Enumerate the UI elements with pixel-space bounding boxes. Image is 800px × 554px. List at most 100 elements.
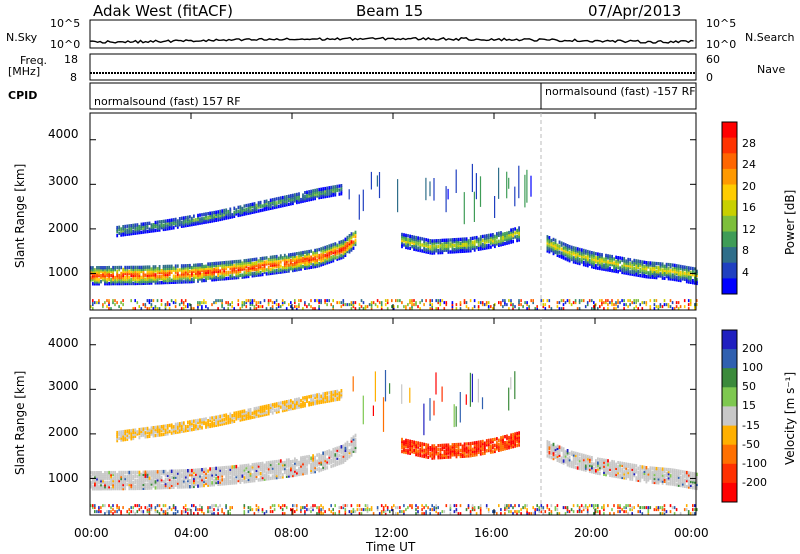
heatmap-cell (518, 238, 520, 242)
heatmap-cell (247, 475, 250, 479)
heatmap-cell (184, 305, 187, 309)
nsky-line (89, 36, 694, 44)
heatmap-cell (237, 271, 240, 276)
heatmap-cell (314, 260, 316, 265)
heatmap-cell (318, 189, 321, 194)
heatmap-cell (195, 427, 197, 431)
heatmap-cell (203, 264, 205, 269)
heatmap-cell (114, 486, 116, 491)
heatmap-cell (245, 264, 248, 269)
heatmap-cell (576, 259, 579, 263)
heatmap-cell (94, 268, 96, 272)
heatmap-cell (332, 189, 335, 193)
heatmap-cell (336, 393, 339, 398)
heatmap-cell (273, 265, 276, 269)
heatmap-cell (134, 273, 137, 278)
heatmap-cell (267, 299, 270, 303)
heatmap-cell (281, 467, 284, 471)
heatmap-cell (281, 406, 284, 411)
heatmap-cell (285, 307, 288, 311)
heatmap-cell (92, 270, 94, 274)
heatmap-cell (259, 200, 262, 205)
heatmap-cell (548, 242, 551, 246)
heatmap-cell (249, 262, 252, 266)
heatmap-cell (120, 470, 123, 475)
heatmap-cell (140, 472, 143, 477)
heatmap-cell (211, 270, 213, 274)
heatmap-cell (124, 265, 127, 270)
heatmap-cell (138, 230, 141, 235)
heatmap-cell (184, 264, 187, 268)
heatmap-cell (314, 299, 316, 303)
heatmap-cell (229, 508, 231, 512)
heatmap-cell (463, 249, 466, 253)
heatmap-cell (308, 263, 310, 268)
heatmap-cell (370, 171, 372, 190)
heatmap-cell (124, 224, 127, 229)
heatmap-cell (477, 241, 480, 245)
heatmap-cell (90, 268, 92, 272)
heatmap-cell (298, 192, 300, 196)
heatmap-cell (411, 446, 413, 450)
heatmap-cell (191, 279, 193, 284)
heatmap-cell (669, 273, 672, 277)
heatmap-cell (603, 301, 605, 305)
heatmap-cell (346, 249, 349, 254)
heatmap-cell (625, 269, 628, 273)
heatmap-cell (431, 247, 434, 251)
heatmap-cell (245, 270, 248, 275)
heatmap-cell (449, 508, 452, 512)
heatmap-cell (126, 269, 129, 274)
heatmap-cell (154, 307, 157, 311)
heatmap-cell (494, 244, 496, 249)
colorbar-tick-label: -200 (742, 476, 767, 489)
heatmap-cell (146, 307, 149, 311)
heatmap-cell (197, 484, 199, 488)
heatmap-cell (160, 220, 163, 224)
heatmap-cell (217, 212, 220, 216)
heatmap-cell (118, 486, 121, 491)
heatmap-cell (273, 408, 276, 413)
heatmap-cell (189, 223, 191, 227)
heatmap-cell (526, 307, 528, 311)
heatmap-cell (142, 482, 145, 486)
heatmap-cell (150, 271, 153, 275)
heatmap-cell (320, 400, 323, 404)
heatmap-cell (130, 486, 133, 491)
heatmap-cell (570, 249, 573, 254)
heatmap-cell (136, 484, 139, 489)
heatmap-cell (338, 240, 341, 245)
heatmap-cell (158, 482, 161, 486)
heatmap-cell (635, 259, 638, 263)
heatmap-cell (675, 278, 678, 282)
heatmap-cell (251, 274, 254, 278)
heatmap-cell (150, 474, 153, 478)
heatmap-cell (397, 299, 399, 303)
heatmap-cell (609, 262, 611, 266)
heatmap-cell (574, 256, 577, 261)
heatmap-cell (144, 435, 147, 439)
heatmap-cell (203, 220, 205, 225)
heatmap-cell (176, 469, 179, 473)
heatmap-cell (136, 229, 139, 233)
heatmap-cell (445, 303, 448, 307)
heatmap-cell (195, 273, 197, 277)
heatmap-cell (100, 268, 102, 272)
heatmap-cell (292, 467, 294, 472)
heatmap-cell (150, 267, 153, 271)
heatmap-cell (191, 267, 193, 272)
heatmap-cell (176, 428, 179, 432)
heatmap-cell (148, 510, 151, 514)
heatmap-cell (152, 227, 155, 231)
heatmap-cell (184, 477, 187, 481)
heatmap-cell (255, 464, 258, 468)
heatmap-cell (338, 188, 341, 192)
heatmap-cell (180, 473, 183, 477)
heatmap-cell (393, 307, 395, 311)
heatmap-cell (417, 248, 419, 252)
heatmap-cell (253, 273, 256, 278)
heatmap-cell (611, 254, 613, 259)
heatmap-cell (211, 504, 213, 508)
heatmap-cell (342, 454, 345, 458)
heatmap-cell (191, 222, 193, 227)
